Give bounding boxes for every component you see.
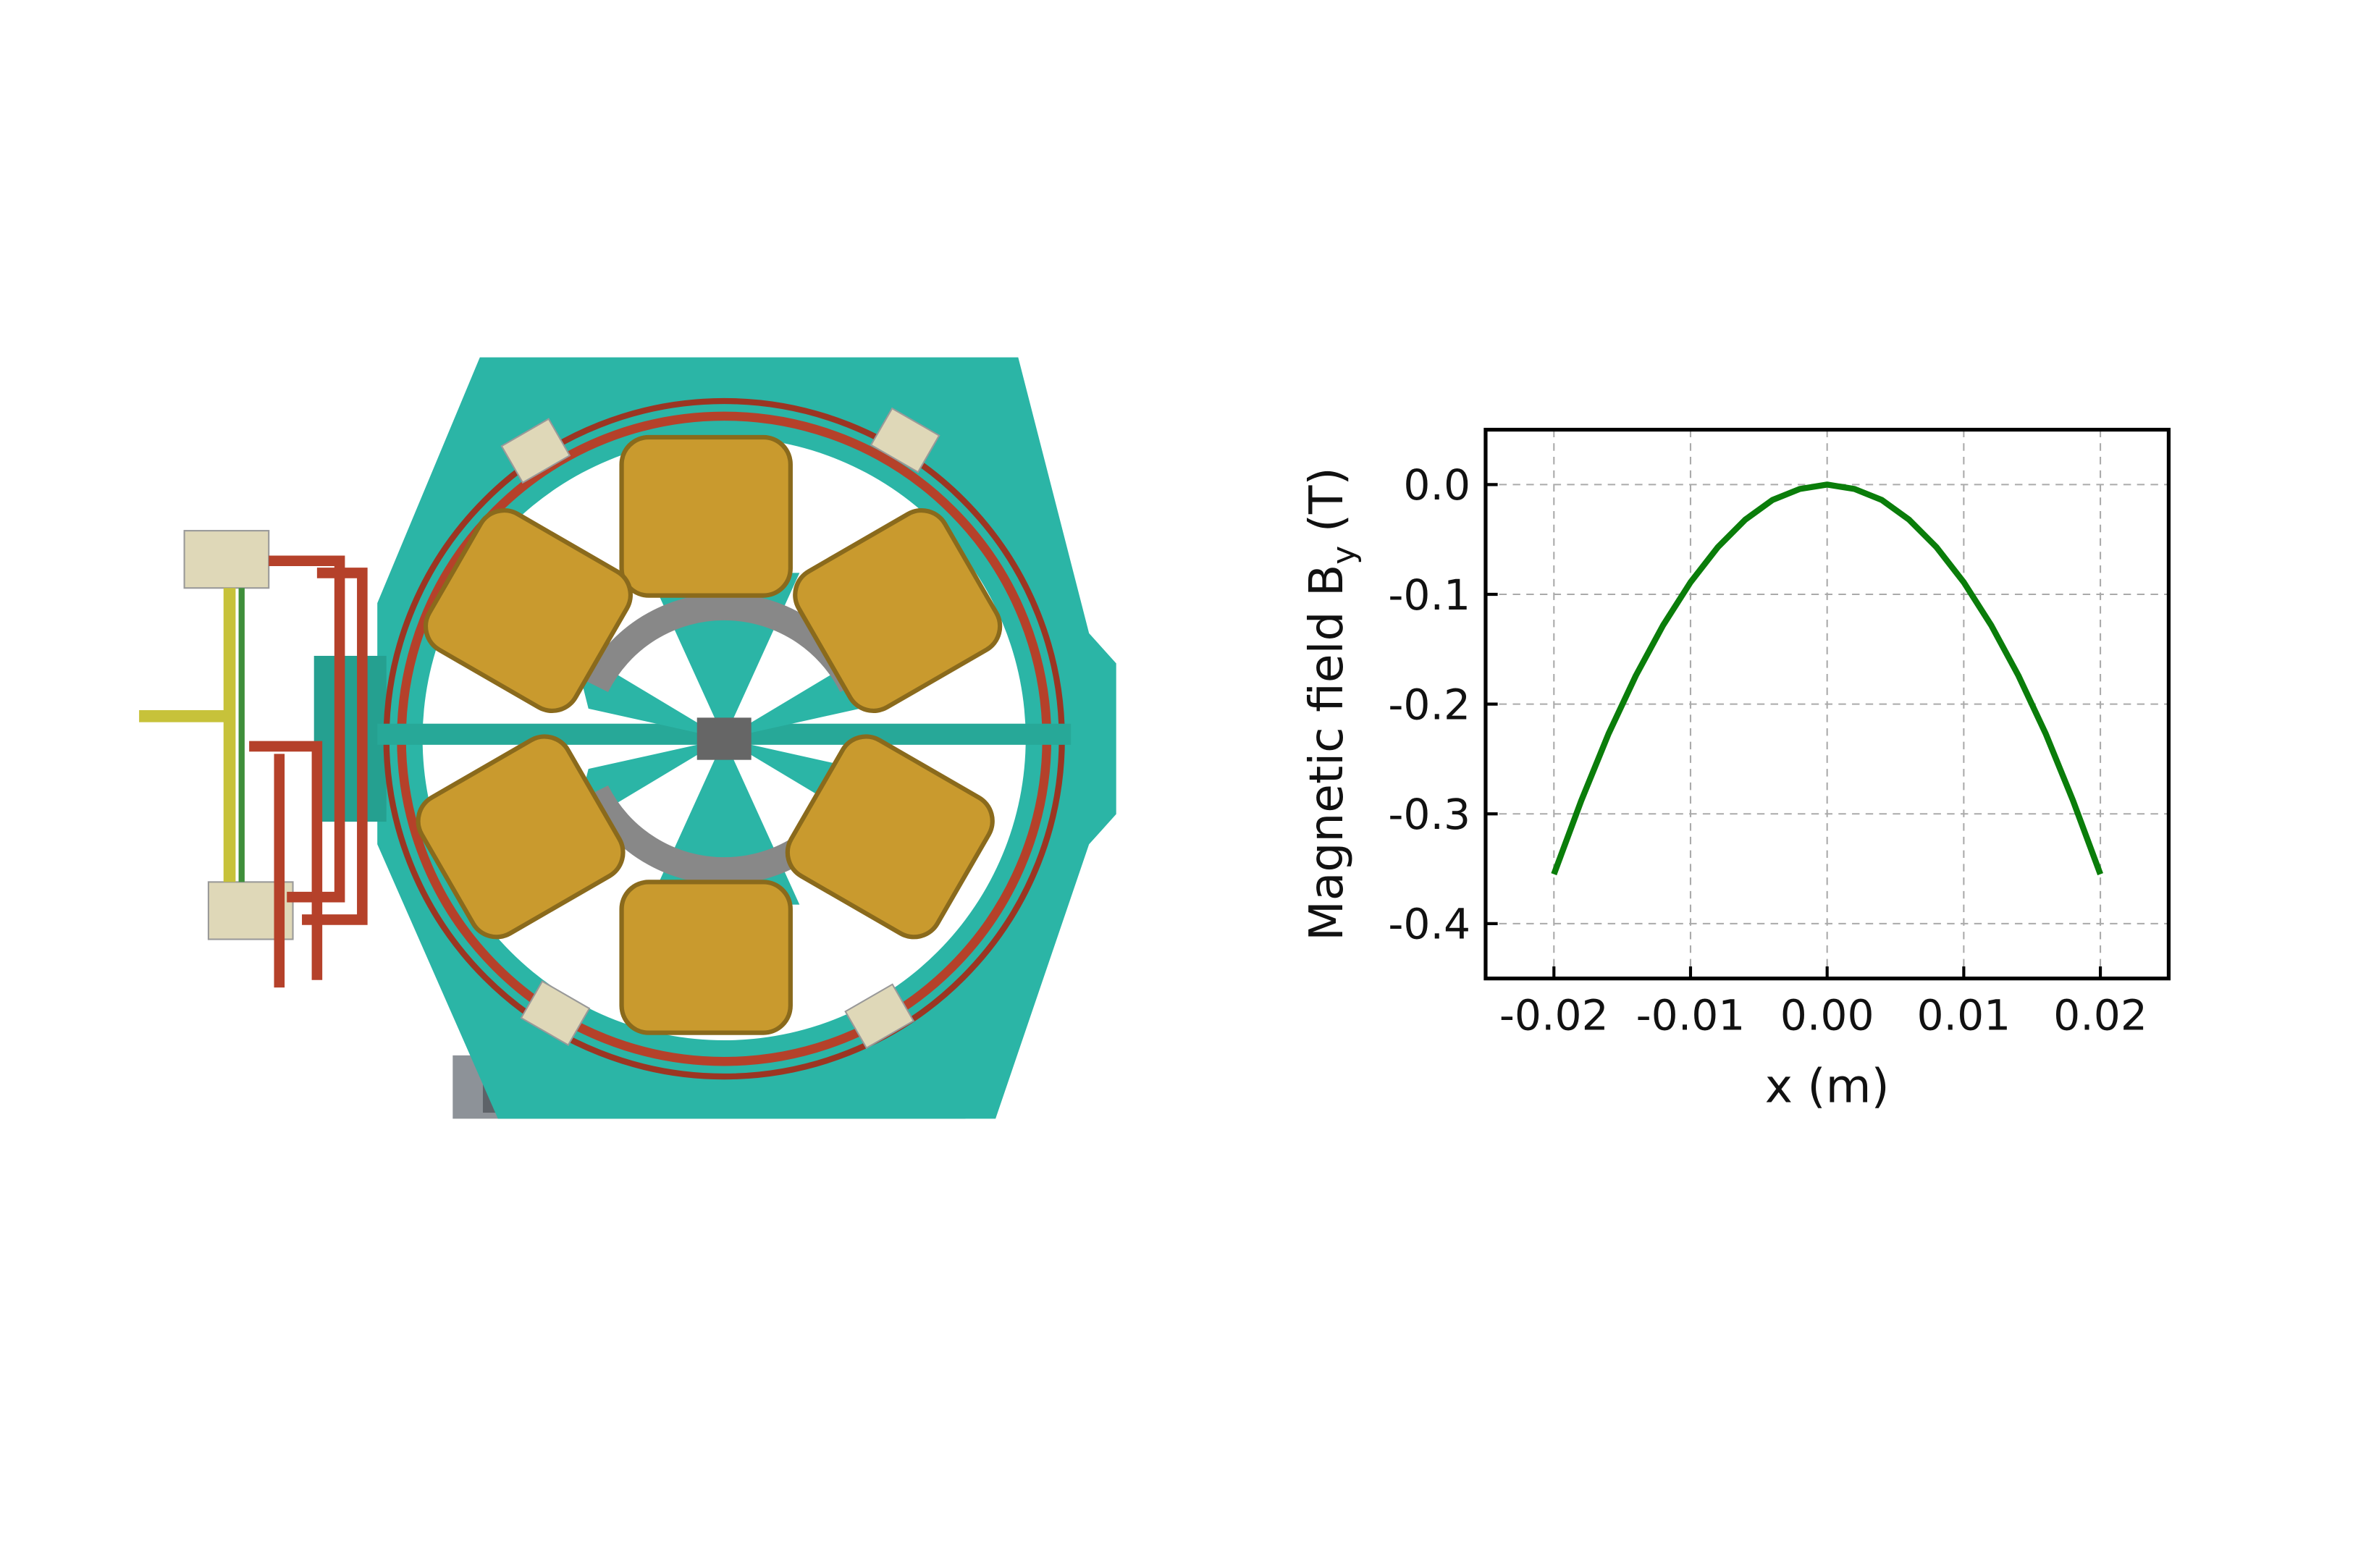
x-tick-label: 0.02 bbox=[2053, 990, 2147, 1040]
y-axis-label-sub: y bbox=[1326, 546, 1363, 565]
x-tick-label: 0.01 bbox=[1916, 990, 2011, 1040]
x-axis-label: x (m) bbox=[1765, 1059, 1890, 1113]
x-tick-label: 0.00 bbox=[1780, 990, 1874, 1040]
chart: -0.02 -0.01 0.00 0.01 0.02 0.0 -0.1 -0.2 -0.3 -0.… bbox=[1300, 427, 2171, 1113]
y-axis-label-unit: (T) bbox=[1300, 467, 1354, 532]
y-tick-label: -0.4 bbox=[1388, 900, 1470, 949]
data-line bbox=[1551, 481, 2103, 876]
x-tick-label: -0.01 bbox=[1636, 990, 1746, 1040]
y-axis-label: Magnetic field By (T) bbox=[1300, 467, 1363, 941]
y-tick-label: -0.3 bbox=[1388, 790, 1470, 839]
y-tick-label: 0.0 bbox=[1403, 460, 1470, 510]
plot-frame bbox=[1483, 427, 2171, 981]
y-axis-label-main: Magnetic field B bbox=[1300, 565, 1354, 941]
y-tick-label: -0.1 bbox=[1388, 570, 1470, 620]
x-tick-label: -0.02 bbox=[1499, 990, 1609, 1040]
magnet-photo bbox=[139, 357, 1116, 1119]
y-tick-label: -0.2 bbox=[1388, 680, 1470, 729]
